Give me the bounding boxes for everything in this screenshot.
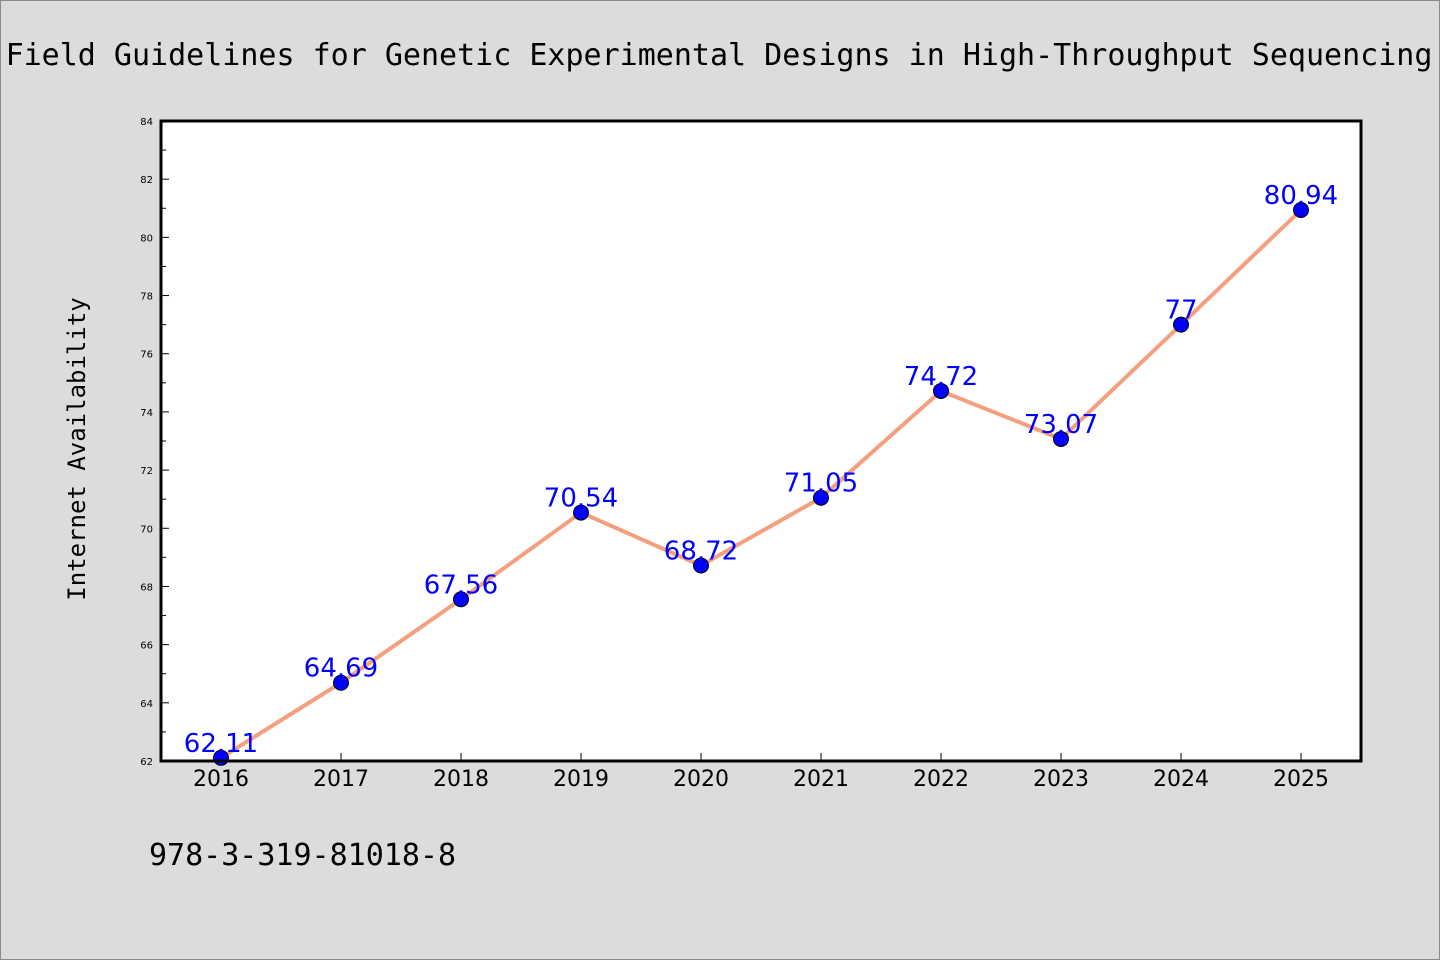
data-label: 73.07 (1024, 410, 1098, 440)
x-tick-label: 2024 (1153, 767, 1209, 792)
y-tick-label: 68 (140, 582, 153, 593)
y-tick-label: 80 (140, 233, 153, 244)
y-tick-label: 62 (140, 757, 153, 768)
data-label: 68.72 (664, 537, 738, 567)
data-label: 80.94 (1264, 181, 1338, 211)
x-tick-label: 2025 (1273, 767, 1329, 792)
data-point-marker (573, 504, 589, 521)
data-point-marker (1173, 316, 1189, 333)
x-tick-label: 2022 (913, 767, 969, 792)
data-point-marker (693, 557, 709, 574)
plot-border (159, 119, 1363, 763)
data-label: 71.05 (784, 469, 858, 499)
data-label: 77 (1164, 296, 1197, 326)
series-line (219, 208, 1303, 760)
data-point-marker (933, 382, 949, 399)
data-label: 70.54 (544, 484, 618, 514)
footnote-isbn: 978-3-319-81018-8 (149, 838, 456, 873)
x-tick-label: 2023 (1033, 767, 1089, 792)
data-label: 67.56 (424, 570, 498, 600)
data-point-marker (1053, 430, 1069, 447)
data-point-marker (333, 674, 349, 691)
y-tick-label: 76 (140, 350, 153, 361)
data-label: 74.72 (904, 362, 978, 392)
data-series: 62.11 64.69 67.56 70.54 68.72 71.05 74.72 73.07… (184, 181, 1338, 766)
y-tick-label: 78 (140, 292, 153, 303)
y-tick-label: 72 (140, 466, 153, 477)
x-tick-label: 2019 (553, 767, 609, 792)
y-axis-title: Internet Availability (63, 297, 91, 600)
data-label: 64.69 (304, 654, 378, 684)
y-tick-label: 64 (140, 699, 153, 710)
plot-area (161, 121, 1361, 761)
chart-title: Field Guidelines for Genetic Experimenta… (6, 38, 1433, 73)
data-point-marker (1293, 202, 1309, 219)
x-tick-label: 2017 (313, 767, 369, 792)
y-tick-label: 82 (140, 175, 153, 186)
data-point-marker (453, 591, 469, 608)
data-point-marker (813, 489, 829, 506)
y-tick-label: 70 (140, 524, 153, 535)
x-tick-label: 2018 (433, 767, 489, 792)
y-tick-label: 84 (140, 117, 153, 128)
y-tick-label: 66 (140, 641, 153, 652)
data-label: 62.11 (184, 729, 258, 759)
x-tick-label: 2016 (193, 767, 249, 792)
x-tick-label: 2021 (793, 767, 849, 792)
x-tick-label: 2020 (673, 767, 729, 792)
y-tick-label: 74 (140, 408, 153, 419)
x-axis: 2016 2017 2018 2019 2020 2021 2022 2023 2024 2025 (193, 753, 1329, 792)
